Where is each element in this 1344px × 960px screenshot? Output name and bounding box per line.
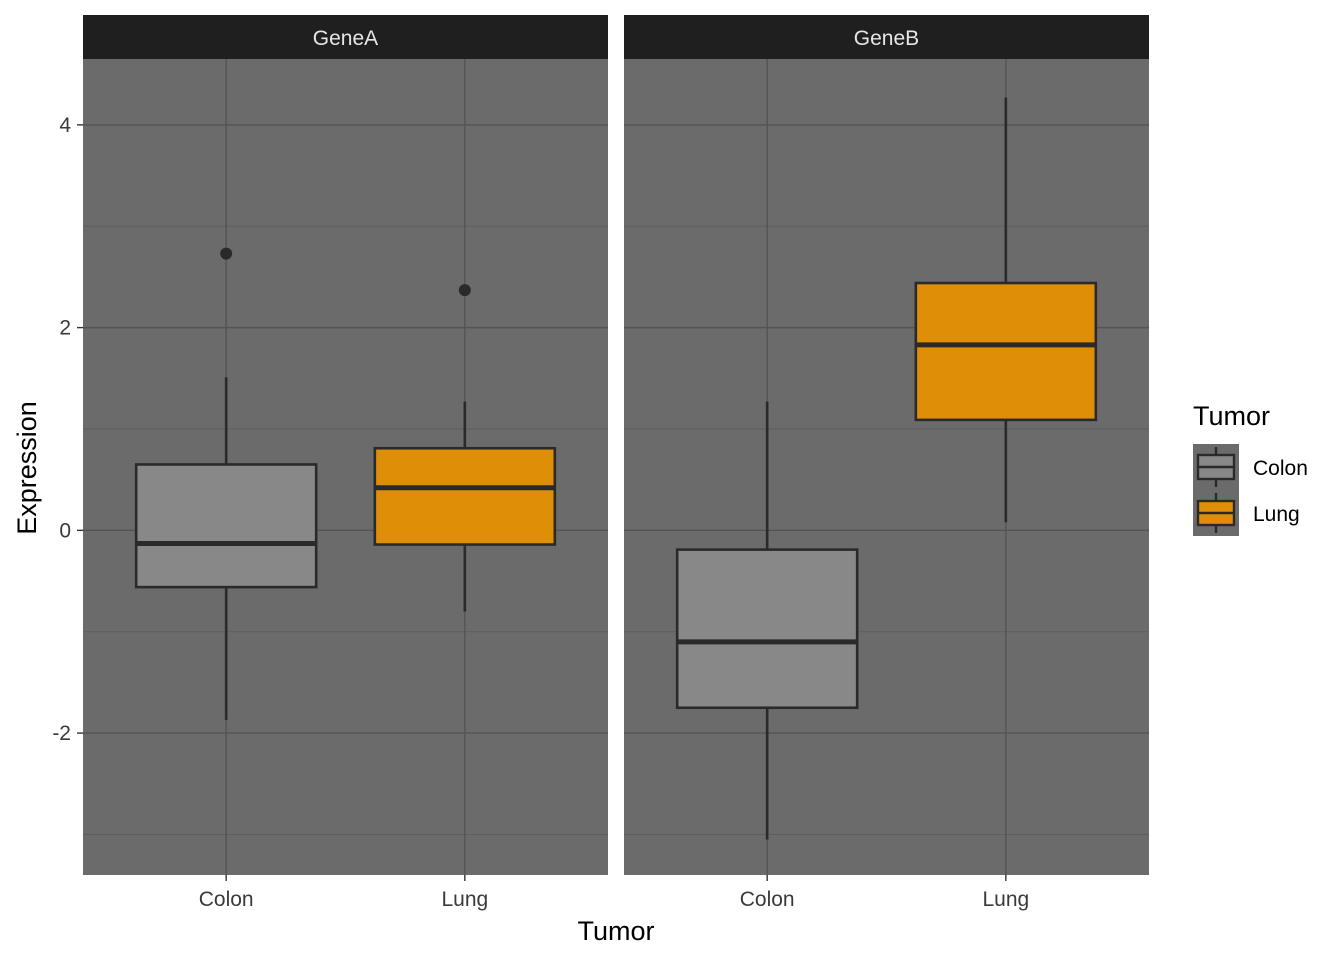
legend: Tumor Colon Lung bbox=[1193, 401, 1308, 536]
y-tick-label: 0 bbox=[59, 519, 71, 542]
outlier-point bbox=[220, 247, 233, 260]
facet-panel-geneb: GeneB Colon Lung bbox=[624, 15, 1149, 911]
x-tick-label: Lung bbox=[441, 888, 488, 911]
box-lung bbox=[914, 97, 1098, 523]
legend-label: Colon bbox=[1253, 457, 1308, 480]
box-iqr bbox=[914, 281, 1098, 422]
outlier-point bbox=[458, 284, 471, 297]
legend-item-colon: Colon bbox=[1193, 444, 1308, 490]
legend-item-lung: Lung bbox=[1193, 490, 1300, 536]
x-tick-label: Colon bbox=[740, 888, 795, 911]
facet-panel-genea: GeneA Colon Lung bbox=[83, 15, 608, 911]
box-iqr bbox=[373, 446, 557, 546]
y-tick-label: 2 bbox=[59, 317, 71, 340]
x-axis-title: Tumor bbox=[577, 916, 654, 946]
x-tick-label: Lung bbox=[982, 888, 1029, 911]
y-tick-label: 4 bbox=[59, 114, 71, 137]
facet-strip-label: GeneA bbox=[313, 27, 378, 50]
box-colon bbox=[134, 247, 318, 720]
panel-background bbox=[624, 59, 1149, 875]
panels-layer: GeneA Colon Lung GeneB Colon Lung bbox=[83, 15, 1149, 911]
box-iqr bbox=[134, 463, 318, 589]
x-tick-label: Colon bbox=[199, 888, 254, 911]
facet-strip bbox=[83, 15, 608, 59]
facet-strip bbox=[624, 15, 1149, 59]
box-iqr bbox=[675, 548, 859, 710]
y-axis: -2 0 2 4 bbox=[52, 114, 83, 745]
y-axis-title: Expression bbox=[12, 401, 42, 535]
y-tick-label: -2 bbox=[52, 722, 71, 745]
box-lung bbox=[373, 284, 557, 612]
legend-title: Tumor bbox=[1193, 401, 1270, 431]
facet-strip-label: GeneB bbox=[854, 27, 919, 50]
legend-label: Lung bbox=[1253, 503, 1300, 526]
box-colon bbox=[675, 401, 859, 840]
